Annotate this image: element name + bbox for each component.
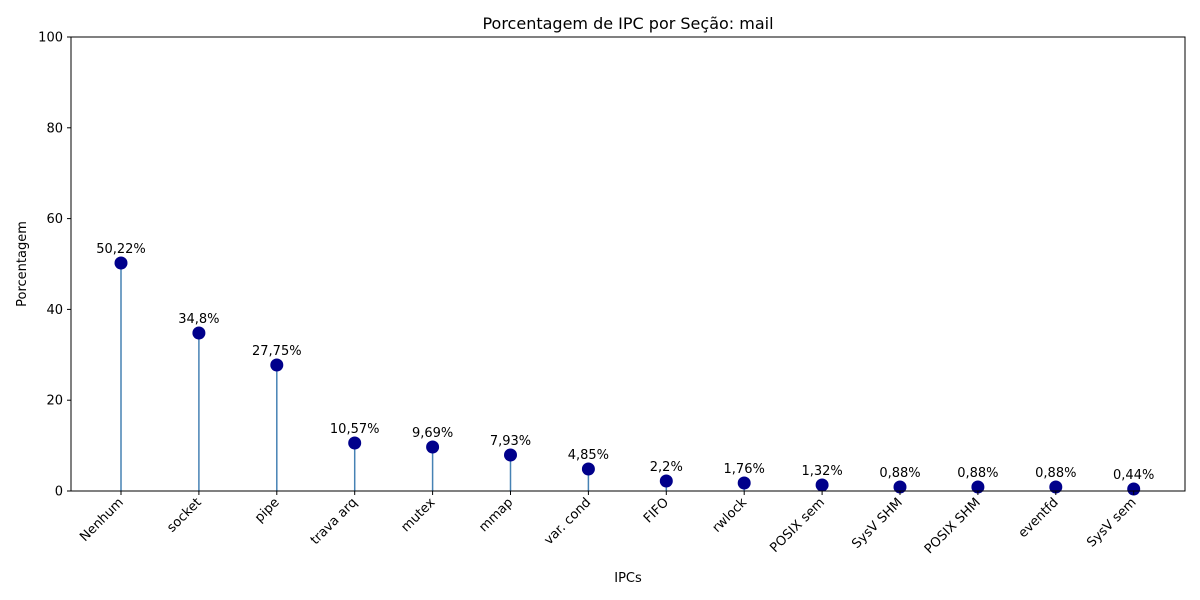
data-label-13: 0,44% [1113,468,1154,483]
plot-area: 0 20 40 60 80 100 Nenhum socket pipe trava arq mut… [38,31,1186,557]
x-tick-label-6: var. cond [541,495,594,548]
data-point-0 [114,256,128,270]
x-tick-label-10: SysV SHM [849,495,906,552]
y-tick-label-0: 0 [55,485,63,500]
plot-frame [70,36,1186,492]
data-point-11 [971,480,985,494]
x-tick-label-13: SysV sem [1084,495,1139,550]
x-tick-label-2: pipe [252,495,282,525]
data-label-12: 0,88% [1035,466,1076,481]
data-point-10 [893,480,907,494]
data-label-0: 50,22% [96,242,146,257]
data-point-8 [737,476,751,490]
x-tick-label-7: FIFO [641,495,672,526]
data-label-8: 1,76% [724,462,765,477]
data-label-11: 0,88% [957,466,998,481]
data-label-9: 1,32% [801,464,842,479]
data-label-5: 7,93% [490,434,531,449]
x-tick-label-5: mmap [476,495,516,535]
chart-title: Porcentagem de IPC por Seção: mail [482,14,773,33]
y-tick-label-1: 20 [46,394,63,409]
data-label-10: 0,88% [879,466,920,481]
x-tick-label-8: rwlock [710,495,751,536]
x-tick-label-12: eventfd [1016,495,1062,541]
x-tick-label-3: trava arq [308,495,361,548]
data-point-5 [504,448,517,462]
y-tick-label-5: 100 [38,31,63,46]
data-point-3 [348,436,362,450]
data-label-6: 4,85% [568,448,609,463]
data-point-13 [1127,482,1141,496]
y-tick-label-3: 60 [46,212,63,227]
x-tick-label-4: mutex [398,495,438,535]
data-point-6 [581,462,595,476]
y-tick-label-2: 40 [46,303,63,318]
data-point-9 [815,478,829,492]
data-label-7: 2,2% [650,460,683,475]
data-label-1: 34,8% [178,312,219,327]
data-point-2 [270,358,284,372]
data-label-3: 10,57% [330,422,380,437]
x-tick-label-9: POSIX sem [767,495,828,556]
data-point-4 [426,440,440,454]
data-label-4: 9,69% [412,426,453,441]
x-tick-label-11: POSIX SHM [922,495,984,557]
y-axis-label: Porcentagem [15,221,30,307]
data-point-7 [659,474,673,488]
x-axis-label: IPCs [614,571,642,586]
x-tick-label-1: socket [164,495,204,535]
data-point-12 [1049,480,1063,494]
x-tick-label-0: Nenhum [77,495,127,545]
data-point-1 [192,326,206,340]
data-label-2: 27,75% [252,344,302,359]
y-tick-label-4: 80 [46,121,63,136]
